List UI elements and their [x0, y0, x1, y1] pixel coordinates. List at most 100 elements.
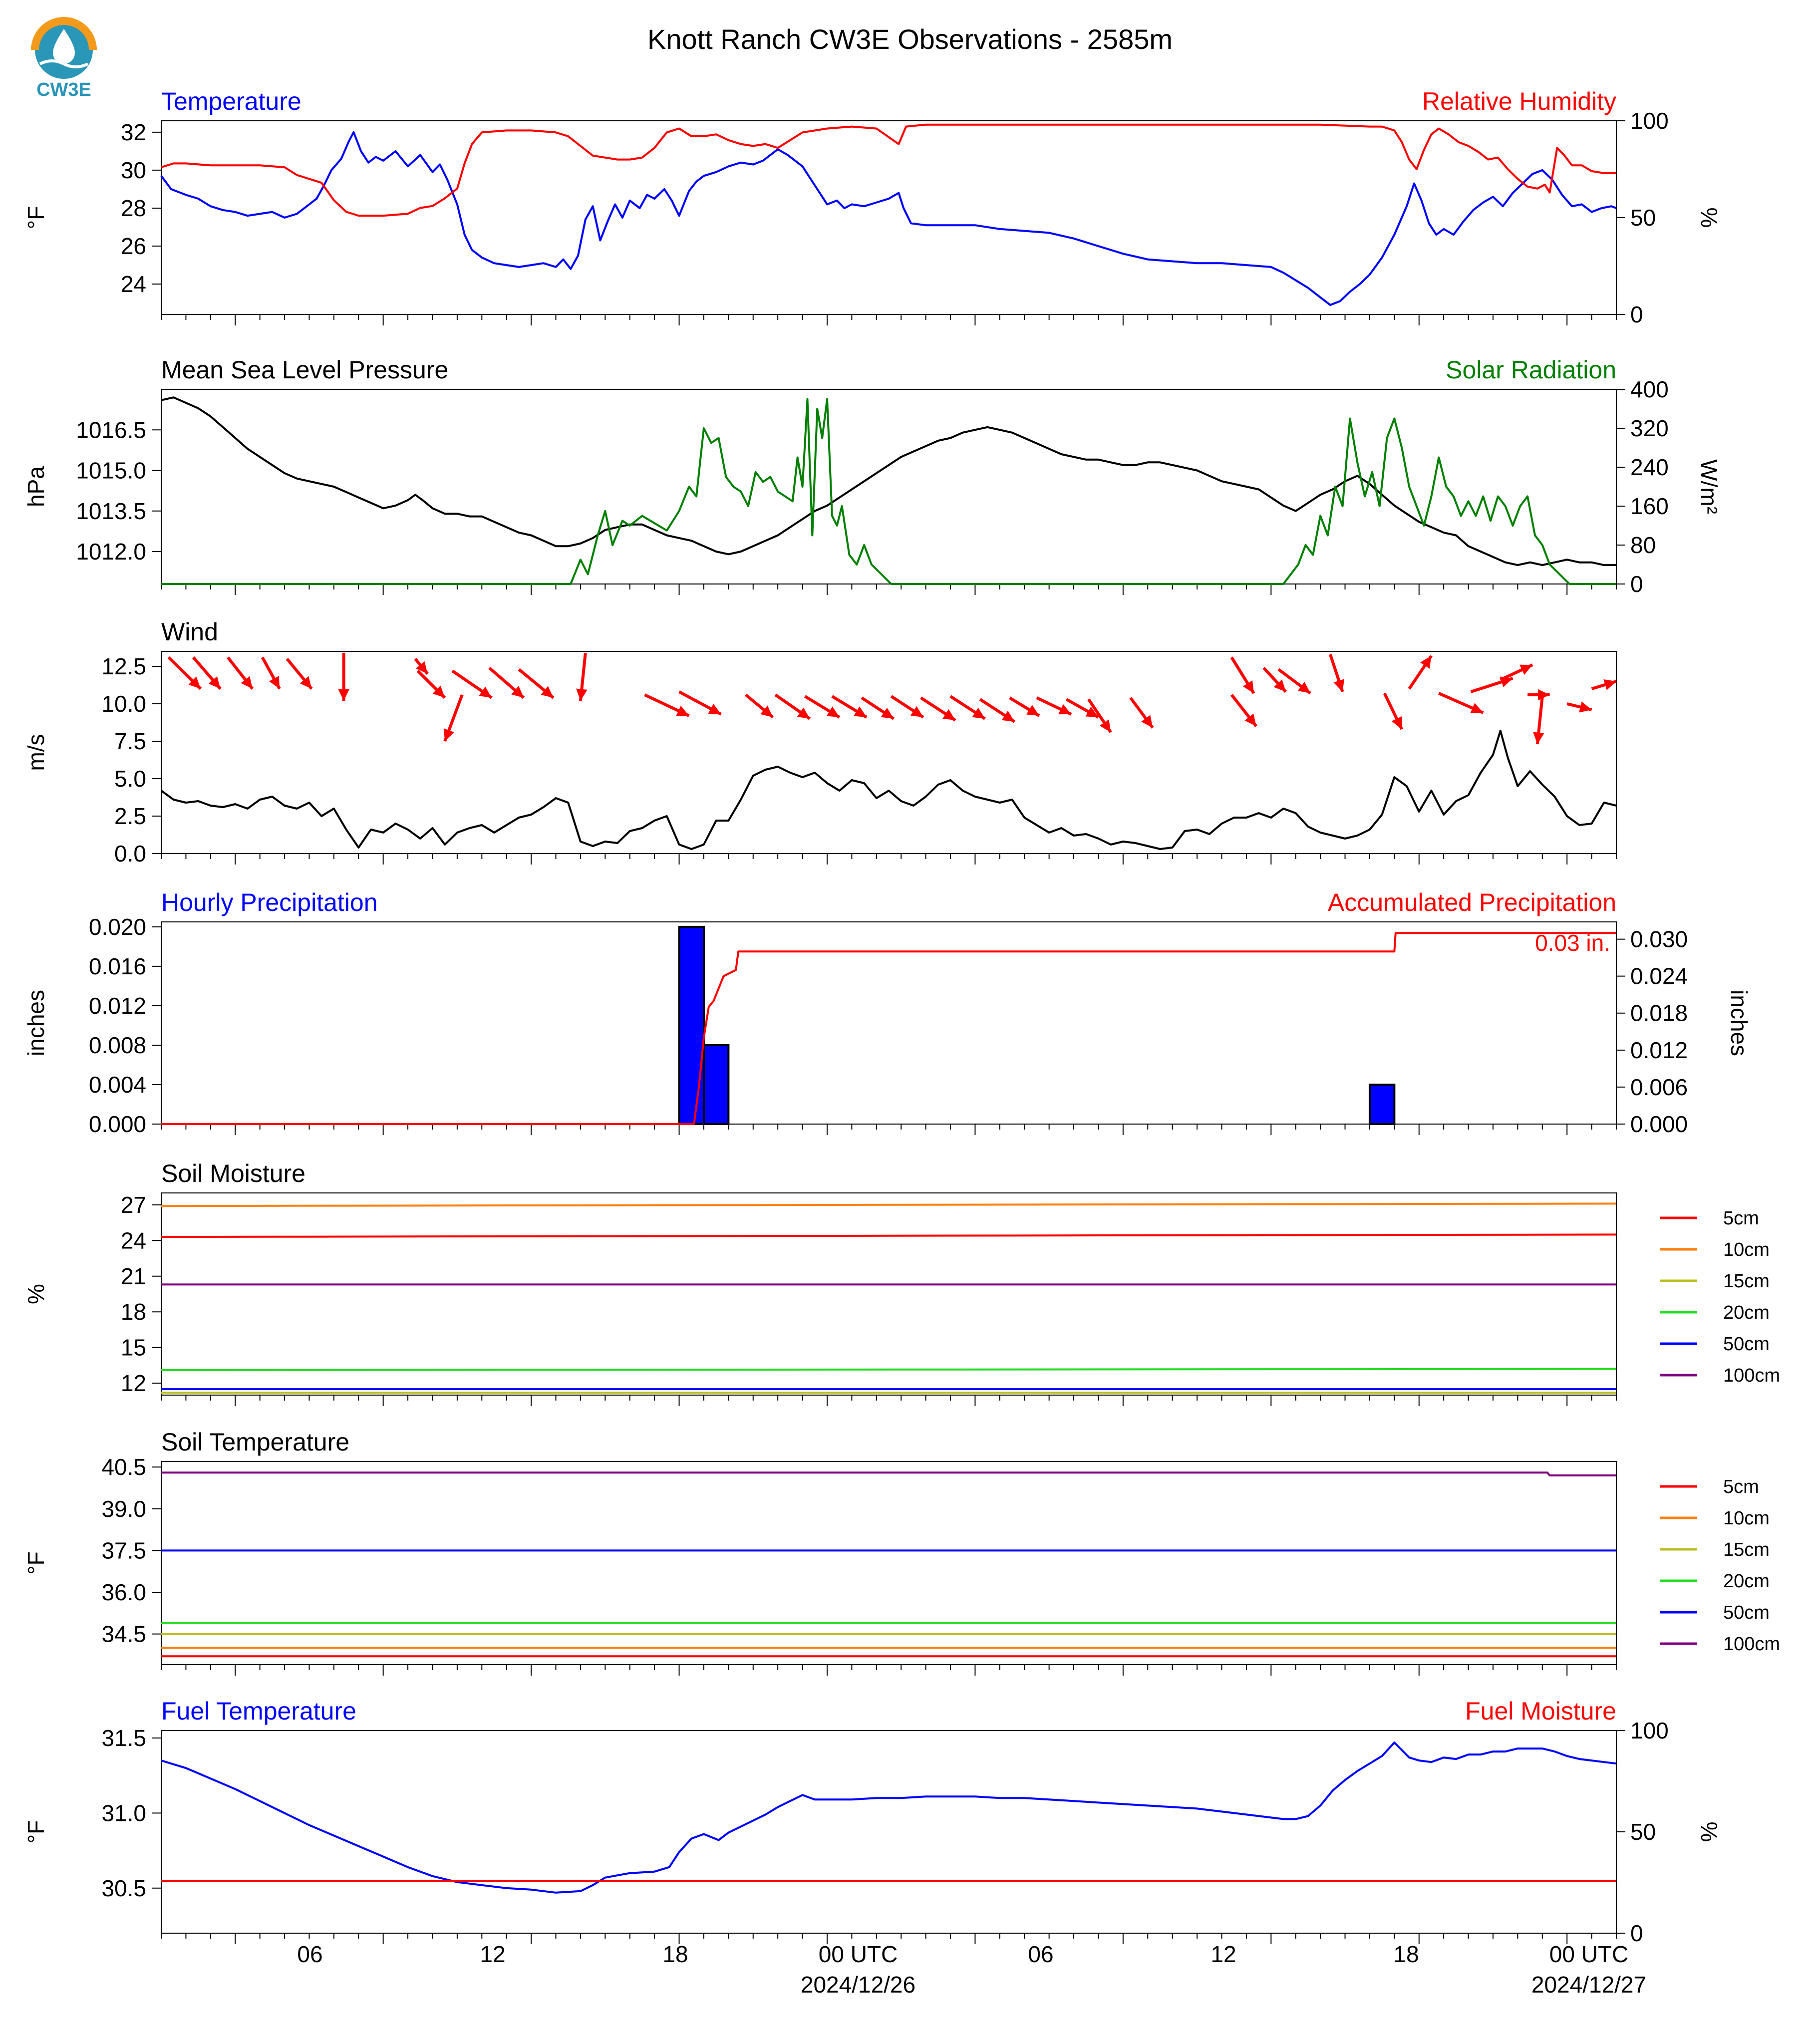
- y-tick-label-left: 31.0: [101, 1800, 146, 1826]
- wind-arrow-head: [338, 689, 349, 701]
- wind-arrow-head: [432, 685, 445, 698]
- y-tick-label-left: 2.5: [114, 803, 146, 829]
- plot-frame: [161, 120, 1617, 315]
- x-tick-label: 06: [1028, 1941, 1053, 1967]
- y-axis-label-left: °F: [23, 1820, 49, 1844]
- wind-arrow-head: [1391, 716, 1402, 729]
- soil-temperature-legend: 5cm 10cm 15cm 20cm 50cm 100cm: [1660, 1476, 1780, 1655]
- wind-arrow-head: [797, 707, 810, 719]
- precip-bar: [678, 925, 705, 1125]
- wind-arrow-head: [1085, 706, 1099, 717]
- wind-arrow-head: [1579, 701, 1592, 713]
- wind-arrow-head: [910, 706, 923, 717]
- panel-fuel: Fuel Temperature Fuel Moisture 30.5 31.0 31.…: [23, 1697, 1722, 1946]
- y-axis-label-left: hPa: [23, 466, 49, 507]
- plot-frame: [161, 1192, 1617, 1396]
- wind-arrow-head: [241, 676, 253, 689]
- y-tick-label-left: 1013.5: [76, 498, 146, 524]
- legend-label: 5cm: [1723, 1208, 1759, 1229]
- y-tick-label-right: 0.006: [1630, 1074, 1688, 1100]
- panel-title-left: Mean Sea Level Pressure: [161, 356, 448, 384]
- plot-frame: [161, 921, 1617, 1125]
- y-axis-label-right: inches: [1726, 990, 1752, 1056]
- y-tick-label-left: 36.0: [101, 1579, 146, 1605]
- y-tick-label-right: 240: [1630, 454, 1669, 480]
- wind-arrow-head: [479, 686, 492, 698]
- panel-title-left: Fuel Temperature: [161, 1697, 356, 1725]
- plot-frame: [161, 1461, 1617, 1665]
- wind-arrow-head: [541, 686, 554, 698]
- y-tick-label-left: 0.016: [89, 953, 146, 979]
- series-line: [160, 730, 1617, 850]
- y-axis-label-right: W/m²: [1696, 459, 1722, 514]
- legend-label: 20cm: [1723, 1571, 1770, 1592]
- logo-wave: [39, 59, 89, 68]
- y-tick-label-right: 50: [1630, 1819, 1656, 1845]
- y-axis-label-left: %: [23, 1284, 49, 1304]
- wind-arrow-head: [1538, 689, 1550, 701]
- y-tick-label-right: 0.012: [1630, 1037, 1688, 1063]
- panel-title-right: Fuel Moisture: [1465, 1697, 1616, 1725]
- y-tick-label-left: 21: [121, 1263, 146, 1289]
- wind-arrow-head: [942, 709, 955, 720]
- wind-arrow-head: [1333, 679, 1345, 692]
- y-tick-label-left: 7.5: [114, 728, 146, 754]
- wind-arrow-head: [972, 707, 985, 719]
- y-tick-label-right: 100: [1630, 108, 1669, 134]
- legend-label: 15cm: [1723, 1271, 1770, 1292]
- y-tick-label-right: 0.030: [1630, 926, 1688, 952]
- y-tick-label-left: 0.012: [89, 993, 146, 1019]
- x-tick-label: 18: [1393, 1941, 1419, 1967]
- y-tick-label-right: 80: [1630, 532, 1656, 558]
- series-line: [160, 131, 1617, 306]
- y-tick-label-left: 10.0: [101, 691, 146, 717]
- y-tick-label-right: 0: [1630, 571, 1643, 597]
- wind-arrow-head: [443, 728, 454, 741]
- wind-arrow-head: [854, 706, 867, 717]
- accumulated-total-label: 0.03 in.: [1535, 930, 1610, 956]
- wind-arrow-head: [1533, 732, 1544, 744]
- wind-arrow-head: [300, 676, 312, 689]
- series-line: [161, 1368, 1617, 1371]
- y-tick-label-left: 39.0: [101, 1496, 146, 1522]
- wind-arrow-head: [881, 707, 894, 719]
- y-tick-label-left: 26: [121, 233, 146, 259]
- series-line: [161, 1202, 1617, 1207]
- wind-arrow-head: [208, 676, 221, 689]
- panel-temp-rh: Temperature Relative Humidity 24 26 28 30 32 0 5…: [23, 87, 1722, 327]
- figure-title: Knott Ranch CW3E Observations - 2585m: [647, 23, 1173, 55]
- legend-label: 20cm: [1723, 1302, 1770, 1323]
- y-axis-label-right: %: [1696, 1822, 1722, 1842]
- legend-label: 5cm: [1723, 1476, 1759, 1497]
- wind-arrow-head: [1244, 713, 1256, 726]
- legend-label: 100cm: [1723, 1365, 1780, 1386]
- x-tick-label: 06: [297, 1941, 322, 1967]
- legend-label: 50cm: [1723, 1602, 1770, 1623]
- precip-bar: [1368, 1083, 1396, 1125]
- panel-soil-temperature: Soil Temperature 34.5 36.0 37.5 39.0 40.5 °F: [23, 1428, 1617, 1676]
- y-tick-label-left: 15: [121, 1335, 146, 1361]
- panel-wind: Wind 0.0 2.5 5.0 7.5 10.0 12.5 m/s: [23, 618, 1617, 867]
- y-tick-label-left: 12.5: [101, 653, 146, 679]
- y-tick-label-left: 24: [121, 271, 146, 297]
- plot-frame: [161, 1730, 1617, 1934]
- wind-arrow-head: [826, 706, 840, 717]
- panel-title-left: Soil Moisture: [161, 1159, 305, 1187]
- y-tick-label-left: 5.0: [114, 766, 146, 792]
- x-axis-labels: 06 12 18 00 UTC 06 12 18 00 UTC 2024/12/…: [297, 1941, 1646, 1998]
- y-tick-label-left: 12: [121, 1370, 146, 1396]
- legend-label: 15cm: [1723, 1539, 1770, 1560]
- y-tick-label-left: 24: [121, 1227, 146, 1253]
- series-line: [161, 1741, 1617, 1894]
- panel-title-right: Accumulated Precipitation: [1328, 888, 1616, 916]
- x-date-label: 2024/12/27: [1531, 1972, 1646, 1998]
- panel-title-left: Soil Temperature: [161, 1428, 349, 1456]
- legend-label: 10cm: [1723, 1508, 1770, 1529]
- wind-arrow-head: [1026, 705, 1039, 716]
- wind-arrow-head: [1470, 703, 1484, 713]
- wind-arrow-head: [1420, 656, 1432, 669]
- wind-arrow-head: [1099, 719, 1111, 732]
- series-line: [161, 398, 1616, 585]
- y-tick-label-left: 1016.5: [76, 417, 146, 443]
- soil-moisture-legend: 5cm 10cm 15cm 20cm 50cm 100cm: [1660, 1208, 1780, 1386]
